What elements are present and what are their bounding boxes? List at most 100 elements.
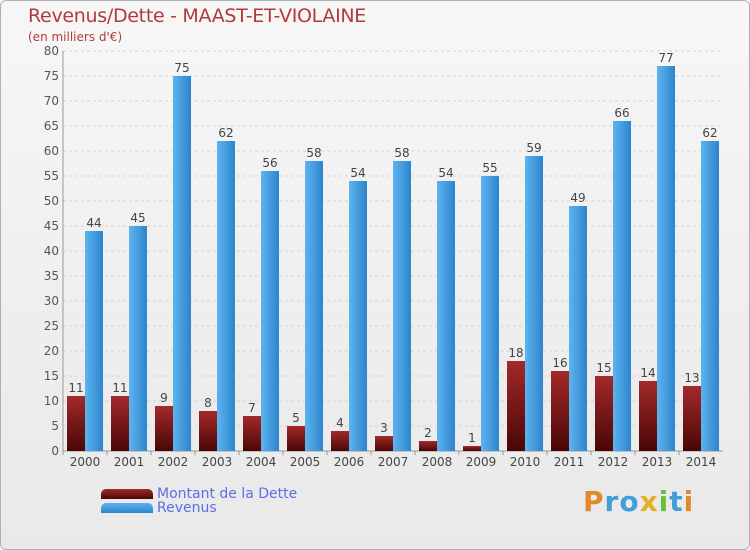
data-label-dette: 13 [684,371,699,385]
y-tick-label: 75 [44,69,59,83]
y-tick-label: 5 [51,419,59,433]
y-tick-label: 50 [44,194,59,208]
data-label-dette: 14 [640,366,655,380]
bar-dette [419,441,437,451]
chart-subtitle: (en milliers d'€) [28,30,123,44]
bar-revenus [481,176,499,451]
bar-dette [155,406,173,451]
y-tick-label: 80 [44,44,59,58]
data-label-dette: 18 [508,346,523,360]
x-tick-label: 2008 [422,455,453,469]
bar-revenus [525,156,543,451]
y-tick-label: 35 [44,269,59,283]
data-label-revenus: 58 [306,146,321,160]
x-tick-label: 2009 [466,455,497,469]
x-tick-label: 2004 [246,455,277,469]
data-label-dette: 3 [380,421,388,435]
y-tick-label: 45 [44,219,59,233]
data-label-dette: 15 [596,361,611,375]
bar-revenus [569,206,587,451]
chart-title: Revenus/Dette - MAAST-ET-VIOLAINE [28,5,367,27]
bar-dette [331,431,349,451]
x-tick-label: 2003 [202,455,233,469]
x-tick-label: 2014 [686,455,717,469]
bar-dette [199,411,217,451]
proxiti-logo: Proxiti [583,485,695,518]
bar-dette [639,381,657,451]
data-label-revenus: 62 [702,126,717,140]
legend-label-revenus: Revenus [157,500,217,516]
bar-dette [683,386,701,451]
x-tick-label: 2010 [510,455,541,469]
bar-dette [551,371,569,451]
bar-dette [463,446,481,451]
legend-swatch-revenus [101,503,153,513]
data-label-dette: 4 [336,416,344,430]
data-label-revenus: 49 [570,191,585,205]
legend-label-dette: Montant de la Dette [157,486,298,502]
bar-revenus [305,161,323,451]
y-tick-label: 10 [44,394,59,408]
data-label-revenus: 66 [614,106,629,120]
bar-revenus [85,231,103,451]
bar-revenus [393,161,411,451]
data-label-dette: 16 [552,356,567,370]
bar-dette [287,426,305,451]
data-label-revenus: 62 [218,126,233,140]
bar-dette [507,361,525,451]
legend-swatch-dette [101,489,153,499]
data-label-revenus: 75 [174,61,189,75]
bar-revenus [217,141,235,451]
data-label-revenus: 44 [86,216,101,230]
bar-dette [595,376,613,451]
bar-dette [375,436,393,451]
y-tick-label: 0 [51,444,59,458]
data-label-dette: 11 [68,381,83,395]
y-tick-label: 15 [44,369,59,383]
x-tick-label: 2013 [642,455,673,469]
bar-revenus [701,141,719,451]
data-label-revenus: 45 [130,211,145,225]
data-label-dette: 2 [424,426,432,440]
y-tick-label: 60 [44,144,59,158]
data-label-revenus: 59 [526,141,541,155]
data-label-dette: 8 [204,396,212,410]
bar-dette [67,396,85,451]
bar-revenus [173,76,191,451]
y-tick-label: 40 [44,244,59,258]
x-tick-label: 2011 [554,455,585,469]
bar-revenus [437,181,455,451]
bar-revenus [261,171,279,451]
legend: Montant de la Dette Revenus [101,486,298,516]
data-label-dette: 9 [160,391,168,405]
y-tick-label: 20 [44,344,59,358]
bar-dette [111,396,129,451]
y-tick-label: 65 [44,119,59,133]
data-label-revenus: 58 [394,146,409,160]
data-label-revenus: 55 [482,161,497,175]
data-label-revenus: 77 [658,51,673,65]
x-tick-label: 2006 [334,455,365,469]
x-tick-label: 2012 [598,455,629,469]
x-tick-label: 2002 [158,455,189,469]
legend-item-revenus: Revenus [101,500,297,516]
x-tick-label: 2005 [290,455,321,469]
bar-revenus [613,121,631,451]
y-tick-label: 70 [44,94,59,108]
bar-revenus [657,66,675,451]
data-label-dette: 7 [248,401,256,415]
data-label-dette: 1 [468,431,476,445]
data-label-dette: 11 [112,381,127,395]
data-label-revenus: 56 [262,156,277,170]
legend-item-dette: Montant de la Dette [101,486,298,502]
bar-revenus [349,181,367,451]
data-label-revenus: 54 [438,166,453,180]
data-label-revenus: 54 [350,166,365,180]
data-label-dette: 5 [292,411,300,425]
x-tick-label: 2001 [114,455,145,469]
bar-revenus [129,226,147,451]
x-tick-label: 2000 [70,455,101,469]
bar-dette [243,416,261,451]
